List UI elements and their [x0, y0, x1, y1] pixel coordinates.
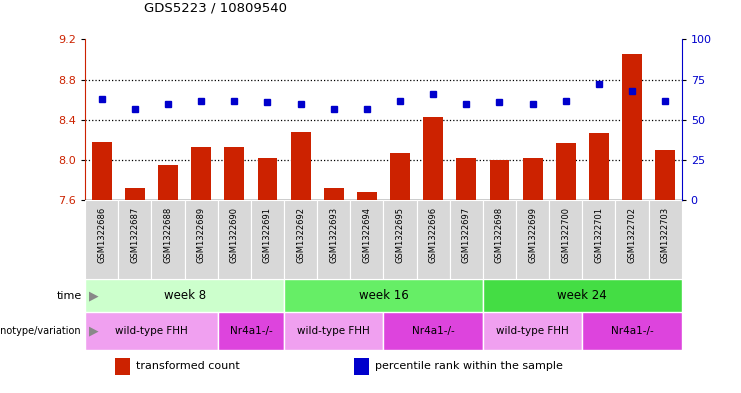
- Bar: [582, 312, 682, 350]
- Bar: [350, 200, 384, 279]
- Bar: [284, 312, 384, 350]
- Bar: [522, 158, 542, 200]
- Bar: [92, 142, 112, 200]
- Bar: [648, 200, 682, 279]
- Text: GSM1322700: GSM1322700: [561, 207, 571, 263]
- Bar: [390, 153, 410, 200]
- Bar: [284, 200, 317, 279]
- Text: GSM1322692: GSM1322692: [296, 207, 305, 263]
- Text: GSM1322703: GSM1322703: [661, 207, 670, 263]
- Text: wild-type FHH: wild-type FHH: [297, 326, 370, 336]
- Bar: [357, 193, 377, 200]
- Text: GSM1322690: GSM1322690: [230, 207, 239, 263]
- Text: Nr4a1-/-: Nr4a1-/-: [412, 326, 454, 336]
- Text: GSM1322702: GSM1322702: [628, 207, 637, 263]
- Bar: [582, 200, 616, 279]
- Bar: [115, 358, 130, 375]
- Bar: [85, 200, 119, 279]
- Bar: [125, 188, 144, 200]
- Bar: [85, 312, 218, 350]
- Bar: [549, 200, 582, 279]
- Text: Nr4a1-/-: Nr4a1-/-: [230, 326, 272, 336]
- Bar: [290, 132, 310, 200]
- Text: ▶: ▶: [89, 325, 99, 338]
- Bar: [655, 150, 675, 200]
- Bar: [251, 200, 284, 279]
- Bar: [284, 279, 483, 312]
- Text: transformed count: transformed count: [136, 361, 239, 371]
- Text: Nr4a1-/-: Nr4a1-/-: [611, 326, 654, 336]
- Text: genotype/variation: genotype/variation: [0, 326, 82, 336]
- Text: week 16: week 16: [359, 289, 408, 302]
- Bar: [490, 160, 509, 200]
- Text: GSM1322701: GSM1322701: [594, 207, 603, 263]
- Bar: [622, 54, 642, 200]
- Bar: [516, 200, 549, 279]
- Bar: [416, 200, 450, 279]
- Bar: [185, 200, 218, 279]
- Text: GSM1322697: GSM1322697: [462, 207, 471, 263]
- Text: GSM1322686: GSM1322686: [97, 207, 106, 263]
- Bar: [151, 200, 185, 279]
- Bar: [225, 147, 245, 200]
- Text: percentile rank within the sample: percentile rank within the sample: [374, 361, 562, 371]
- Bar: [353, 358, 368, 375]
- Bar: [85, 279, 284, 312]
- Bar: [324, 188, 344, 200]
- Bar: [483, 312, 582, 350]
- Bar: [384, 312, 483, 350]
- Text: GSM1322694: GSM1322694: [362, 207, 371, 263]
- Bar: [384, 200, 416, 279]
- Bar: [450, 200, 483, 279]
- Bar: [218, 312, 284, 350]
- Text: GSM1322696: GSM1322696: [429, 207, 438, 263]
- Text: GSM1322698: GSM1322698: [495, 207, 504, 263]
- Text: GDS5223 / 10809540: GDS5223 / 10809540: [144, 1, 288, 14]
- Text: GSM1322691: GSM1322691: [263, 207, 272, 263]
- Text: wild-type FHH: wild-type FHH: [496, 326, 569, 336]
- Bar: [218, 200, 251, 279]
- Bar: [456, 158, 476, 200]
- Bar: [119, 200, 151, 279]
- Bar: [191, 147, 211, 200]
- Text: wild-type FHH: wild-type FHH: [115, 326, 188, 336]
- Bar: [483, 200, 516, 279]
- Text: week 8: week 8: [164, 289, 206, 302]
- Text: time: time: [56, 291, 82, 301]
- Text: week 24: week 24: [557, 289, 607, 302]
- Text: GSM1322693: GSM1322693: [329, 207, 338, 263]
- Bar: [158, 165, 178, 200]
- Bar: [556, 143, 576, 200]
- Text: GSM1322687: GSM1322687: [130, 207, 139, 263]
- Text: GSM1322699: GSM1322699: [528, 207, 537, 263]
- Text: GSM1322688: GSM1322688: [164, 207, 173, 263]
- Text: ▶: ▶: [89, 289, 99, 302]
- Text: GSM1322695: GSM1322695: [396, 207, 405, 263]
- Bar: [423, 117, 443, 200]
- Bar: [258, 158, 277, 200]
- Bar: [317, 200, 350, 279]
- Bar: [483, 279, 682, 312]
- Text: GSM1322689: GSM1322689: [196, 207, 206, 263]
- Bar: [616, 200, 648, 279]
- Bar: [589, 133, 609, 200]
